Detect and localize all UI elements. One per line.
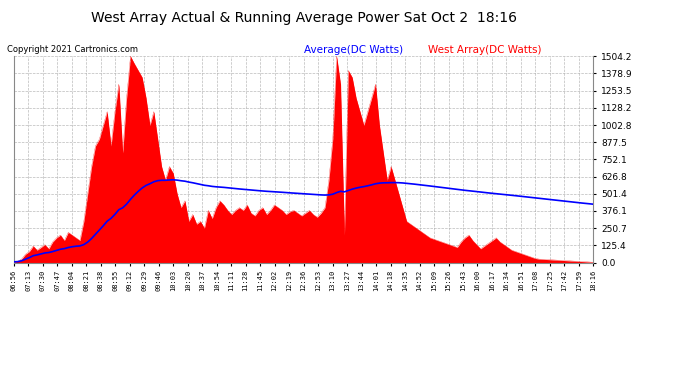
Text: Average(DC Watts): Average(DC Watts): [304, 45, 403, 55]
Text: West Array Actual & Running Average Power Sat Oct 2  18:16: West Array Actual & Running Average Powe…: [90, 11, 517, 25]
Text: Copyright 2021 Cartronics.com: Copyright 2021 Cartronics.com: [7, 45, 138, 54]
Text: West Array(DC Watts): West Array(DC Watts): [428, 45, 541, 55]
